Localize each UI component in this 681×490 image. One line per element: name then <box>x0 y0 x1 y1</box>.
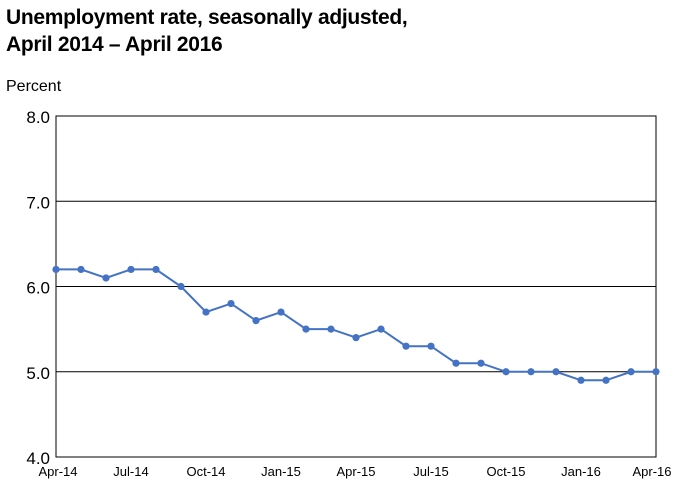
data-point <box>477 359 485 367</box>
data-point <box>452 359 460 367</box>
x-tick-label: Apr-14 <box>38 464 77 479</box>
x-tick-label: Jan-15 <box>261 464 301 479</box>
data-point <box>377 325 385 333</box>
chart-title-line-2: April 2014 – April 2016 <box>6 33 223 56</box>
x-axis-ticks: Apr-14 Jul-14 Oct-14 Jan-15 Apr-15 Jul-15 Oct-… <box>38 464 671 479</box>
data-point <box>77 265 85 274</box>
x-tick-label: Jul-14 <box>113 464 148 479</box>
data-point <box>177 282 185 291</box>
data-points <box>52 265 660 384</box>
data-point <box>202 308 210 316</box>
data-point <box>277 308 285 316</box>
data-point <box>52 265 60 274</box>
chart-title-line-1: Unemployment rate, seasonally adjusted, <box>6 6 408 29</box>
data-point <box>327 325 335 333</box>
data-point <box>127 265 135 274</box>
data-point <box>502 368 510 376</box>
chart-title: Unemployment rate, seasonally adjusted, … <box>6 4 408 58</box>
data-point <box>252 317 260 325</box>
y-tick-label: 4.0 <box>26 449 50 468</box>
data-point <box>302 325 310 333</box>
y-tick-label: 8.0 <box>26 108 50 127</box>
plot-area <box>55 115 657 458</box>
x-tick-label: Oct-14 <box>186 464 225 479</box>
x-tick-label: Apr-15 <box>336 464 375 479</box>
y-tick-label: 5.0 <box>26 364 50 383</box>
data-point <box>402 342 410 350</box>
x-tick-label: Oct-15 <box>486 464 525 479</box>
data-point <box>577 376 585 384</box>
data-point <box>352 334 360 342</box>
data-point <box>527 368 535 376</box>
data-point <box>102 274 110 282</box>
y-tick-label: 7.0 <box>26 193 50 212</box>
y-tick-label: 6.0 <box>26 279 50 298</box>
x-tick-label: Jul-15 <box>413 464 448 479</box>
data-point <box>652 368 660 376</box>
data-point <box>227 299 235 308</box>
y-axis-label: Percent <box>6 78 62 95</box>
y-axis-ticks: 4.0 5.0 6.0 7.0 8.0 <box>26 108 50 468</box>
gridlines <box>56 200 656 373</box>
x-tick-label: Apr-16 <box>632 464 671 479</box>
data-point <box>552 368 560 376</box>
x-tick-label: Jan-16 <box>561 464 601 479</box>
data-point <box>602 376 610 384</box>
data-point <box>427 342 435 350</box>
data-point <box>152 265 160 274</box>
data-point <box>627 368 635 376</box>
